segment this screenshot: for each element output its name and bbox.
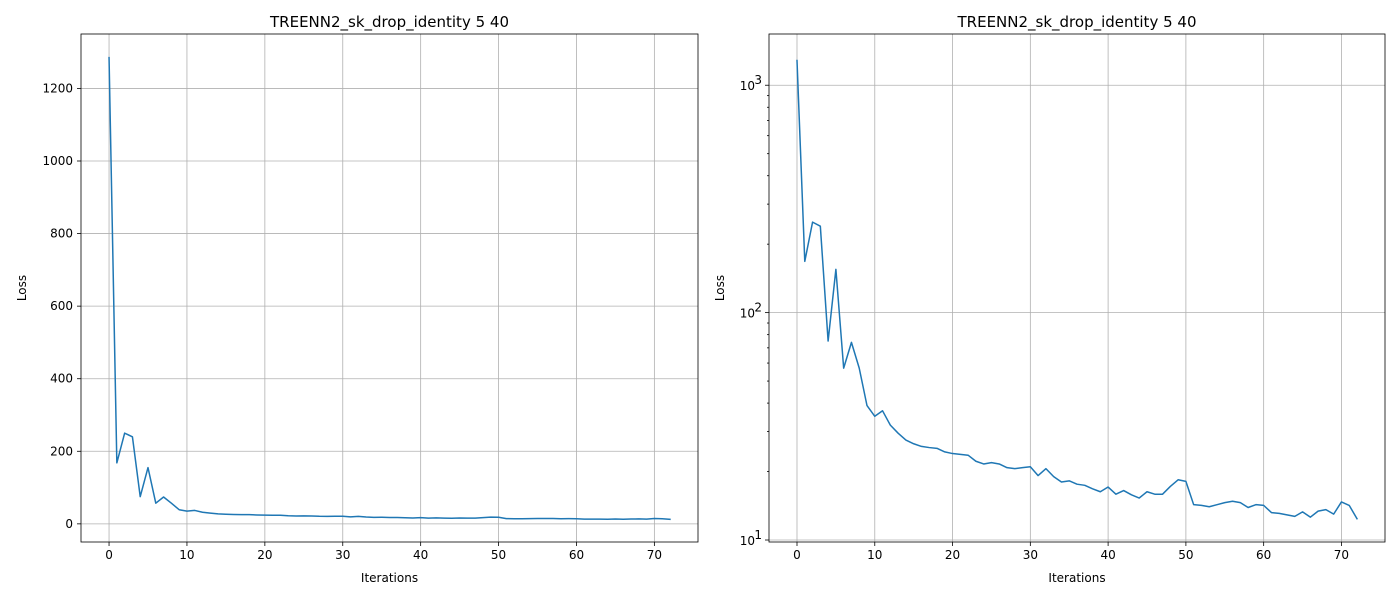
plot-frame <box>80 33 699 543</box>
x-tick-label: 0 <box>105 548 113 562</box>
y-axis-label: Loss <box>15 275 29 301</box>
x-tick-label: 60 <box>569 548 584 562</box>
loss-series-line <box>796 59 1359 520</box>
x-tick-label: 20 <box>945 548 960 562</box>
y-tick-label: 600 <box>50 299 73 313</box>
axis-ticks: 0 10 20 30 40 50 60 70 0 200 400 600 800 1000 1200 <box>42 81 662 562</box>
y-tick-label: 10 <box>740 307 755 321</box>
y-tick-label: 10 <box>740 79 755 93</box>
plot-frame <box>768 33 1386 543</box>
x-axis-label: Iterations <box>1048 571 1105 585</box>
y-tick-label: 0 <box>65 517 73 531</box>
y-tick-label: 800 <box>50 227 73 241</box>
y-tick-label: 1200 <box>42 81 73 95</box>
y-tick-label: 400 <box>50 372 73 386</box>
x-tick-label: 60 <box>1256 548 1271 562</box>
grid-lines <box>769 34 1385 542</box>
y-tick-label: 10 <box>740 534 755 548</box>
y-tick-exponent: 3 <box>754 73 762 87</box>
x-tick-label: 10 <box>867 548 882 562</box>
x-tick-label: 40 <box>413 548 428 562</box>
grid-lines <box>81 34 698 542</box>
y-tick-label: 200 <box>50 444 73 458</box>
y-tick-label: 1000 <box>42 154 73 168</box>
x-tick-label: 30 <box>1023 548 1038 562</box>
x-tick-label: 20 <box>257 548 272 562</box>
x-tick-label: 70 <box>647 548 662 562</box>
x-tick-label: 50 <box>491 548 506 562</box>
x-tick-label: 70 <box>1334 548 1349 562</box>
x-axis-label: Iterations <box>361 571 418 585</box>
x-tick-label: 40 <box>1100 548 1115 562</box>
linear-loss-plot: 0 10 20 30 40 50 60 70 0 200 400 600 800 1000 1200 TRE… <box>15 13 699 585</box>
chart-title: TREENN2_sk_drop_identity 5 40 <box>957 13 1197 32</box>
x-tick-label: 30 <box>335 548 350 562</box>
chart-title: TREENN2_sk_drop_identity 5 40 <box>269 13 509 32</box>
y-tick-exponent: 1 <box>754 528 762 542</box>
y-tick-exponent: 2 <box>754 301 762 315</box>
x-tick-label: 50 <box>1178 548 1193 562</box>
loss-series-line <box>108 56 671 521</box>
x-tick-label: 0 <box>793 548 801 562</box>
y-axis-label: Loss <box>713 275 727 301</box>
x-tick-label: 10 <box>179 548 194 562</box>
